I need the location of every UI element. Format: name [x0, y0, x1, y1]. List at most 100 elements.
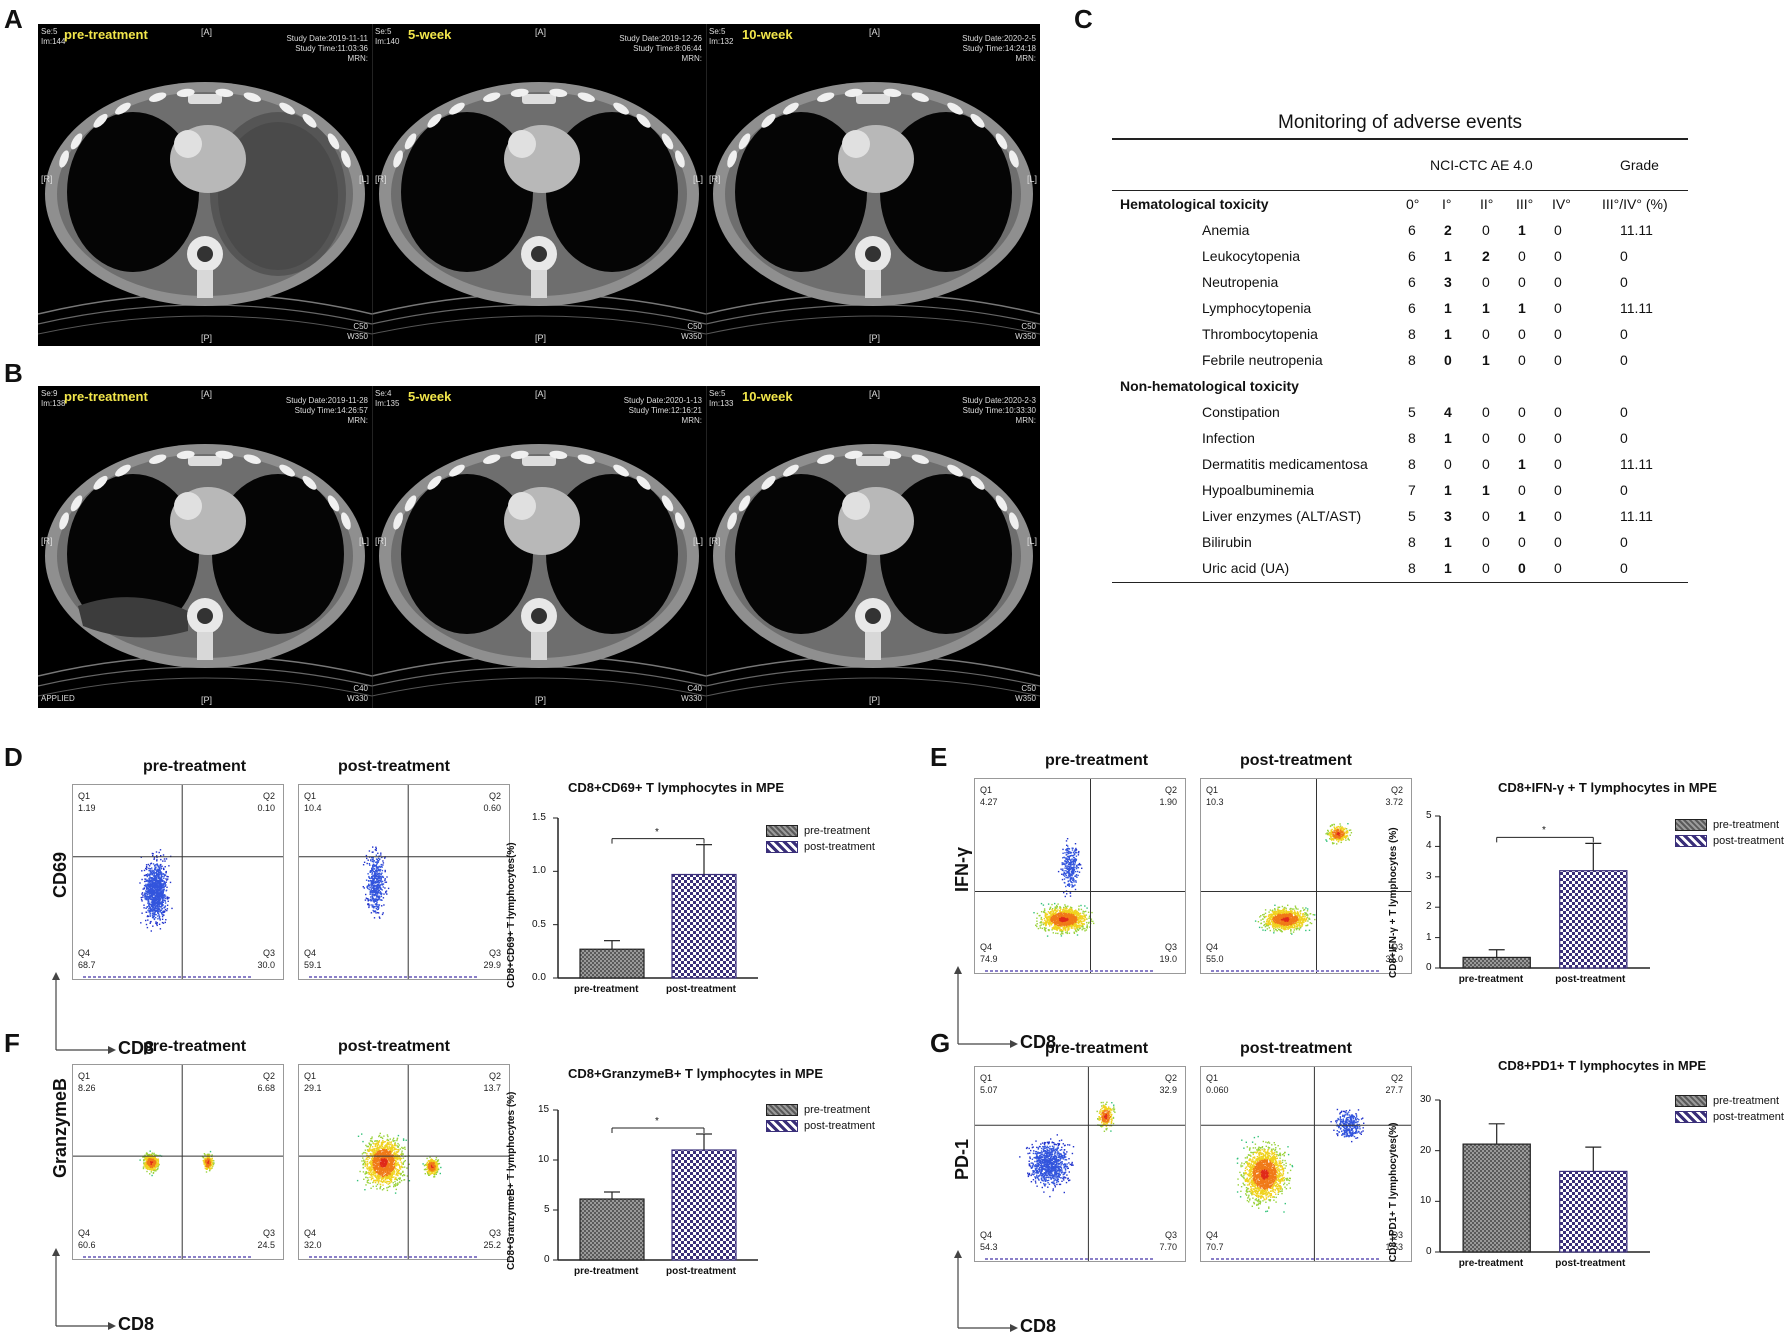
quadrant-q2-label: Q2 — [263, 1071, 275, 1082]
ct-mrn: MRN: — [962, 54, 1036, 64]
flow-title-pre: pre-treatment — [1045, 752, 1148, 770]
ct-study-date: Study Date:2019-12-26 — [619, 34, 702, 44]
ct-marker-posterior: [P] — [201, 333, 212, 343]
table-col-header: II° — [1480, 196, 1493, 212]
ct-image-number: Im:138 — [41, 399, 65, 409]
quadrant-q4-value: 70.7 — [1206, 1242, 1224, 1253]
table-cell: 8 — [1408, 352, 1416, 368]
ct-marker-left: [L] — [359, 536, 369, 546]
flow-title-pre: pre-treatment — [143, 758, 246, 776]
table-cell: 0 — [1554, 508, 1562, 524]
table-cell: 0 — [1518, 404, 1526, 420]
legend-item-post: post-treatment — [766, 841, 875, 853]
y-tick-label: 1 — [1426, 932, 1432, 943]
ct-stage-label: 5-week — [408, 27, 451, 42]
table-cell: 0 — [1554, 300, 1562, 316]
ct-image-number: Im:133 — [709, 399, 733, 409]
ct-study-time: Study Time:14:24:18 — [962, 44, 1036, 54]
table-cell: 0 — [1482, 326, 1490, 342]
table-cell: 0 — [1518, 248, 1526, 264]
ct-mrn: MRN: — [624, 416, 702, 426]
quadrant-q1-value: 5.07 — [980, 1085, 998, 1096]
table-cell: 6 — [1408, 300, 1416, 316]
y-tick-label: 20 — [1420, 1145, 1431, 1156]
table-col-header: I° — [1442, 196, 1452, 212]
legend-label: post-treatment — [804, 841, 875, 853]
ct-image-number: Im:135 — [375, 399, 399, 409]
table-cell: 0 — [1554, 222, 1562, 238]
table-row-label: Constipation — [1202, 404, 1280, 420]
table-cell: 0 — [1554, 352, 1562, 368]
ct-image — [706, 24, 1040, 346]
flow-scatter — [975, 779, 1185, 973]
ct-marker-posterior: [P] — [869, 695, 880, 705]
quadrant-q4-label: Q4 — [78, 1228, 90, 1239]
ct-window-center: C50 — [1015, 322, 1036, 332]
ct-study-time: Study Time:10:33:30 — [962, 406, 1036, 416]
table-cell: 0 — [1482, 534, 1490, 550]
panel-label-g: G — [930, 1028, 950, 1059]
quadrant-q4-label: Q4 — [1206, 1230, 1218, 1241]
ct-marker-posterior: [P] — [869, 333, 880, 343]
legend-item-pre: pre-treatment — [1675, 1095, 1779, 1107]
y-tick-label: 4 — [1426, 840, 1432, 851]
y-tick-label: 0 — [1426, 1246, 1432, 1257]
x-category-label: pre-treatment — [574, 984, 638, 995]
quadrant-q3-value: 25.2 — [483, 1240, 501, 1251]
y-tick-label: 15 — [538, 1104, 549, 1115]
ct-marker-right: [R] — [709, 536, 721, 546]
table-section-heading: Hematological toxicity — [1120, 196, 1269, 212]
y-tick-label: 0.5 — [532, 919, 546, 930]
legend-swatch — [1675, 1111, 1707, 1123]
y-axis-marker: CD69 — [50, 852, 71, 898]
flow-title-post: post-treatment — [338, 758, 450, 776]
legend-label: post-treatment — [1713, 835, 1784, 847]
bar-post — [1560, 1171, 1627, 1252]
table-cell: 0 — [1518, 326, 1526, 342]
bar-post — [672, 1150, 736, 1260]
table-cell: 7 — [1408, 482, 1416, 498]
bar-chart-title: CD8+CD69+ T lymphocytes in MPE — [568, 780, 784, 795]
ct-image-number: Im:132 — [709, 37, 733, 47]
y-tick-label: 0 — [544, 1254, 550, 1265]
table-row-label: Liver enzymes (ALT/AST) — [1202, 508, 1361, 524]
ct-marker-anterior: [A] — [869, 389, 880, 399]
ct-applied: APPLIED — [41, 694, 75, 704]
ct-stage-label: 10-week — [742, 389, 793, 404]
table-cell: 2 — [1444, 222, 1452, 238]
ct-marker-left: [L] — [1027, 174, 1037, 184]
quadrant-q4-label: Q4 — [304, 1228, 316, 1239]
quadrant-q4-label: Q4 — [78, 948, 90, 959]
legend-swatch — [766, 841, 798, 853]
ct-image — [38, 24, 372, 346]
ct-image — [38, 386, 372, 708]
table-cell: 1 — [1444, 326, 1452, 342]
ct-study-date: Study Date:2020-2-5 — [962, 34, 1036, 44]
bar-chart — [1440, 806, 1670, 978]
table-row-label: Uric acid (UA) — [1202, 560, 1289, 576]
table-row-label: Infection — [1202, 430, 1255, 446]
table-cell: 0 — [1482, 456, 1490, 472]
table-cell: 0 — [1554, 274, 1562, 290]
bar-pre — [580, 1199, 644, 1260]
y-tick-label: 0.0 — [532, 972, 546, 983]
table-cell: 0 — [1620, 404, 1628, 420]
table-cell: 0 — [1554, 326, 1562, 342]
y-tick-label: 1.5 — [532, 812, 546, 823]
legend-item-post: post-treatment — [1675, 835, 1784, 847]
ct-image — [706, 386, 1040, 708]
bar-chart — [1440, 1090, 1670, 1262]
